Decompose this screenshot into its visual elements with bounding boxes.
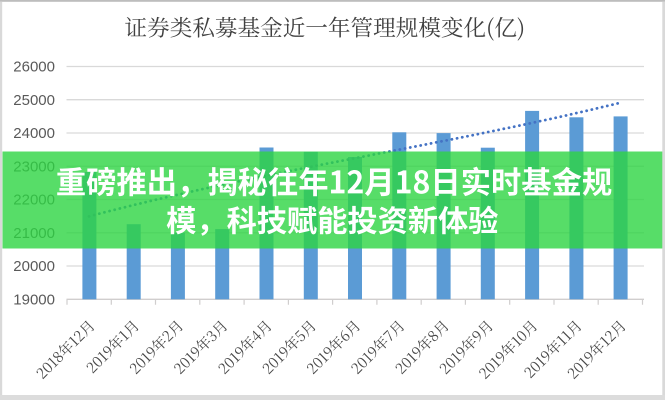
svg-text:24000: 24000 — [13, 125, 55, 142]
svg-text:26000: 26000 — [13, 59, 55, 76]
svg-text:19000: 19000 — [13, 292, 55, 309]
svg-text:25000: 25000 — [13, 92, 55, 109]
svg-text:20000: 20000 — [13, 258, 55, 275]
